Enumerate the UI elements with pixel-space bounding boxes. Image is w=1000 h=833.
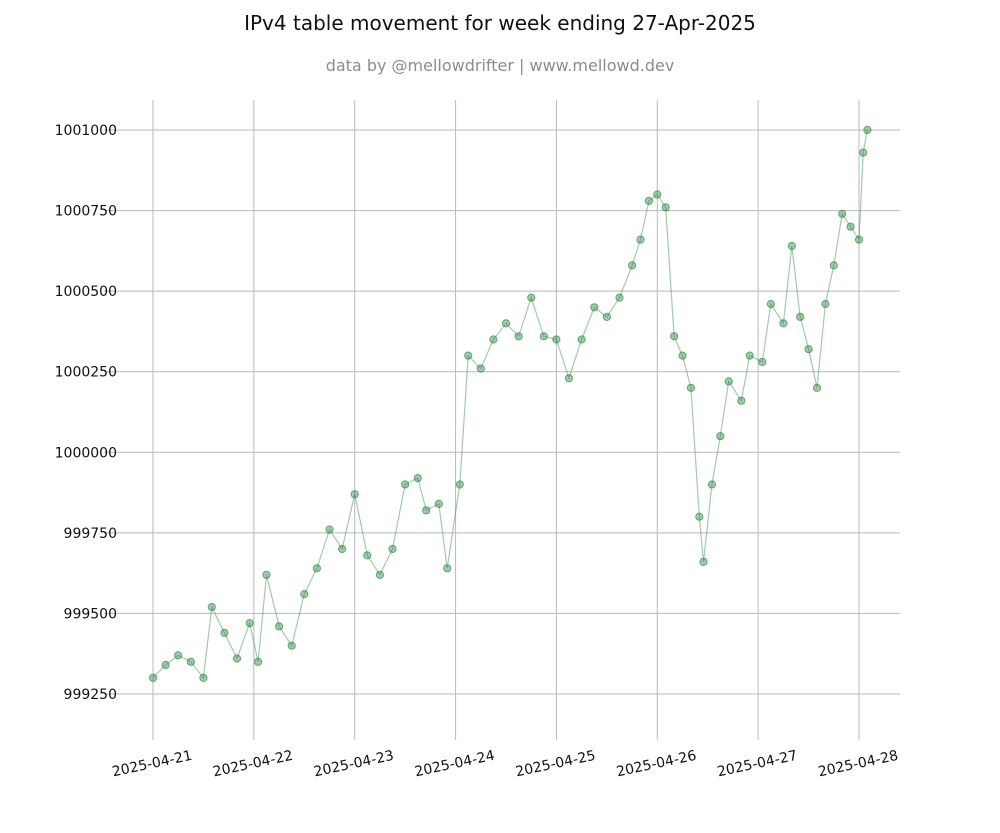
- data-point: [455, 480, 464, 489]
- data-point: [724, 377, 733, 386]
- data-point: [615, 293, 624, 302]
- x-tick-label: 2025-04-28: [817, 748, 900, 781]
- data-point: [758, 357, 767, 367]
- data-point: [787, 241, 796, 251]
- data-point: [388, 544, 397, 554]
- data-point: [678, 351, 687, 360]
- data-point: [804, 345, 813, 354]
- data-point: [312, 564, 321, 573]
- data-point: [644, 196, 654, 205]
- x-tick-label: 2025-04-25: [514, 748, 597, 781]
- y-tick-label: 1000000: [55, 445, 117, 461]
- data-point: [363, 551, 372, 560]
- data-point: [161, 660, 170, 670]
- data-point: [796, 312, 805, 321]
- series-line: [152, 129, 868, 680]
- data-point: [199, 673, 208, 683]
- data-point: [174, 651, 183, 660]
- data-point: [716, 432, 725, 441]
- data-point: [812, 383, 822, 392]
- data-point: [464, 351, 473, 360]
- data-point: [745, 351, 754, 360]
- data-point: [254, 657, 263, 666]
- x-tick-label: 2025-04-21: [111, 748, 194, 781]
- x-tick-label: 2025-04-24: [413, 748, 496, 781]
- data-point: [628, 261, 637, 270]
- data-point: [262, 570, 271, 579]
- data-point: [686, 383, 696, 392]
- data-point: [552, 335, 561, 344]
- data-point: [661, 203, 670, 212]
- y-tick-label: 999750: [64, 526, 117, 542]
- data-point: [564, 374, 574, 383]
- y-tick-label: 1000500: [55, 284, 117, 300]
- data-point: [670, 332, 679, 341]
- data-point: [207, 602, 216, 612]
- data-point: [707, 480, 717, 489]
- data-point: [350, 490, 359, 499]
- y-tick-label: 1000750: [55, 204, 117, 220]
- data-point: [434, 499, 443, 508]
- data-point: [829, 261, 838, 270]
- data-point: [527, 293, 536, 302]
- data-point: [539, 332, 548, 341]
- data-point: [514, 332, 523, 341]
- chart-title: IPv4 table movement for week ending 27-A…: [244, 11, 756, 35]
- data-point: [401, 480, 410, 489]
- data-point: [838, 209, 847, 218]
- data-point: [699, 557, 708, 567]
- data-point: [443, 564, 452, 573]
- data-point: [590, 303, 599, 312]
- x-tick-label: 2025-04-22: [212, 748, 295, 781]
- data-point: [501, 319, 511, 328]
- data-point: [422, 506, 431, 515]
- data-point: [821, 299, 830, 309]
- data-point: [245, 619, 254, 628]
- data-point: [413, 474, 422, 483]
- x-tick-label: 2025-04-26: [615, 748, 698, 781]
- y-tick-label: 1001000: [55, 123, 117, 139]
- data-point: [325, 525, 334, 534]
- data-point: [779, 319, 788, 328]
- data-point: [287, 641, 296, 650]
- data-point: [476, 364, 485, 373]
- data-point: [846, 222, 855, 231]
- data-point: [220, 628, 229, 637]
- data-point: [232, 654, 242, 663]
- data-point: [275, 622, 284, 631]
- data-point: [375, 570, 384, 579]
- data-point: [695, 512, 704, 521]
- data-point: [859, 148, 868, 157]
- data-point: [186, 657, 195, 666]
- y-tick-label: 999500: [64, 606, 117, 622]
- x-tick-label: 2025-04-27: [716, 748, 799, 781]
- data-point: [766, 299, 775, 309]
- data-point: [148, 673, 158, 683]
- data-point: [863, 125, 872, 135]
- x-tick-label: 2025-04-23: [312, 748, 395, 781]
- chart-subtitle: data by @mellowdrifter | www.mellowd.dev: [325, 56, 675, 75]
- data-point: [300, 590, 309, 599]
- data-point: [489, 335, 498, 344]
- data-point: [653, 190, 662, 199]
- data-point: [636, 235, 645, 244]
- data-point: [854, 235, 864, 244]
- y-tick-label: 1000250: [55, 365, 117, 381]
- data-point: [577, 335, 586, 344]
- data-point: [737, 396, 746, 405]
- y-tick-label: 999250: [64, 687, 117, 703]
- data-point: [602, 312, 612, 321]
- data-point: [338, 544, 347, 554]
